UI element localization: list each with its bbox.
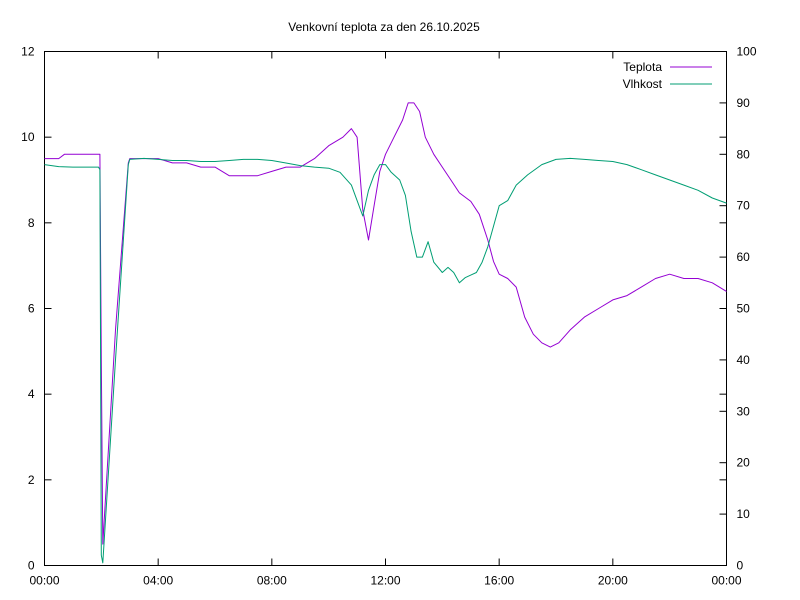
y-right-tick-label: 40 [737, 353, 751, 367]
y-right-tick-label: 90 [737, 96, 751, 110]
y-right-tick-label: 30 [737, 404, 751, 418]
x-tick-label: 04:00 [143, 574, 173, 588]
y-left-tick-label: 6 [28, 302, 35, 316]
y-left-tick-label: 10 [21, 130, 35, 144]
x-tick-label: 08:00 [257, 574, 287, 588]
chart-title: Venkovní teplota za den 26.10.2025 [288, 20, 480, 34]
legend: Teplota Vlhkost [623, 60, 712, 91]
y-left-tick-label: 2 [28, 473, 35, 487]
x-tick-label: 00:00 [29, 574, 59, 588]
y-right-tick-label: 100 [737, 45, 757, 59]
series-line-vlhkost [44, 157, 727, 564]
legend-label: Vlhkost [623, 77, 663, 91]
y-left-tick-label: 0 [28, 559, 35, 573]
y-left-tick-label: 4 [28, 387, 35, 401]
y-right-tick-label: 70 [737, 199, 751, 213]
x-tick-label: 16:00 [484, 574, 514, 588]
series-line-teplota [44, 102, 727, 545]
x-tick-label: 20:00 [598, 574, 628, 588]
y-left-tick-label: 8 [28, 216, 35, 230]
y-left-tick-label: 12 [21, 45, 35, 59]
x-tick-label: 00:00 [711, 574, 741, 588]
y-right-tick-label: 50 [737, 302, 751, 316]
y-right-tick-label: 60 [737, 250, 751, 264]
x-tick-label: 12:00 [370, 574, 400, 588]
y-right-tick-label: 10 [737, 507, 751, 521]
y-right-tick-label: 0 [737, 559, 744, 573]
plot-area-frame [44, 51, 727, 566]
y-right-tick-label: 80 [737, 147, 751, 161]
data-series [44, 102, 727, 564]
axis-ticks: 0 2 4 6 8 10 12 0 10 20 30 40 50 60 70 80 90 100 00:00 04:0… [21, 45, 757, 588]
legend-label: Teplota [623, 60, 662, 74]
y-right-tick-label: 20 [737, 456, 751, 470]
